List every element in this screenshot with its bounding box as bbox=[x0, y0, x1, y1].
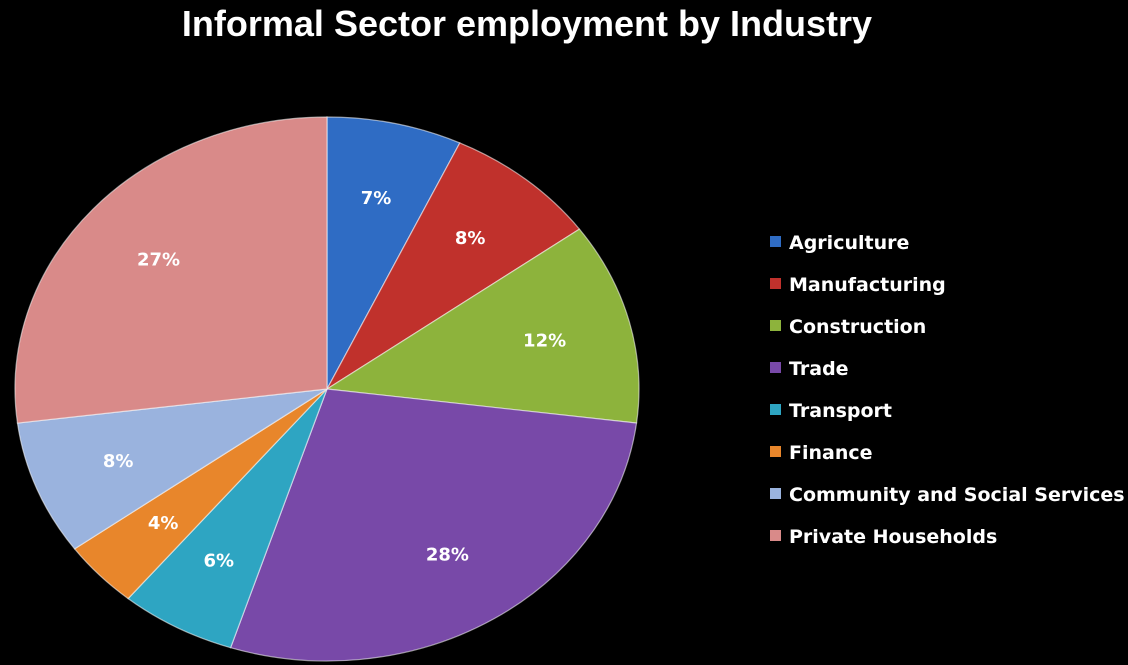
legend-label-trade: Trade bbox=[789, 358, 849, 380]
legend: Agriculture Manufacturing Construction Trad… bbox=[770, 232, 1125, 548]
pie-slice-trade bbox=[229, 388, 638, 662]
legend-swatch-community-and-social-services bbox=[770, 488, 781, 499]
pie-slices bbox=[14, 116, 640, 662]
legend-label-transport: Transport bbox=[789, 400, 892, 422]
chart-title: Informal Sector employment by Industry bbox=[182, 3, 872, 44]
legend-label-agriculture: Agriculture bbox=[789, 232, 909, 254]
data-label-private-households: 27% bbox=[137, 250, 180, 271]
legend-swatch-transport bbox=[770, 404, 781, 415]
data-label-agriculture: 7% bbox=[361, 188, 392, 209]
legend-label-private-households: Private Households bbox=[789, 526, 997, 548]
pie-slice-private-households bbox=[14, 116, 328, 424]
data-label-manufacturing: 8% bbox=[455, 228, 486, 249]
legend-swatch-private-households bbox=[770, 530, 781, 541]
pie-slice-manufacturing bbox=[325, 142, 581, 391]
data-label-community-and-social-services: 8% bbox=[103, 451, 134, 472]
legend-label-manufacturing: Manufacturing bbox=[789, 274, 946, 296]
legend-swatch-finance bbox=[770, 446, 781, 457]
legend-label-finance: Finance bbox=[789, 442, 873, 464]
pie-slice-community-and-social-services bbox=[16, 388, 328, 550]
legend-label-construction: Construction bbox=[789, 316, 926, 338]
legend-swatch-agriculture bbox=[770, 236, 781, 247]
data-label-trade: 28% bbox=[426, 544, 469, 565]
data-label-finance: 4% bbox=[148, 513, 179, 534]
legend-swatch-construction bbox=[770, 320, 781, 331]
legend-swatch-manufacturing bbox=[770, 278, 781, 289]
pie-data-labels: 7% 8% 12% 28% 6% 4% 8% 27% bbox=[103, 188, 566, 572]
pie-slice-construction bbox=[325, 228, 640, 424]
legend-label-community-and-social-services: Community and Social Services bbox=[789, 484, 1125, 506]
data-label-transport: 6% bbox=[204, 551, 235, 572]
pie-slice-agriculture bbox=[326, 116, 461, 390]
legend-swatch-trade bbox=[770, 362, 781, 373]
data-label-construction: 12% bbox=[523, 330, 566, 351]
